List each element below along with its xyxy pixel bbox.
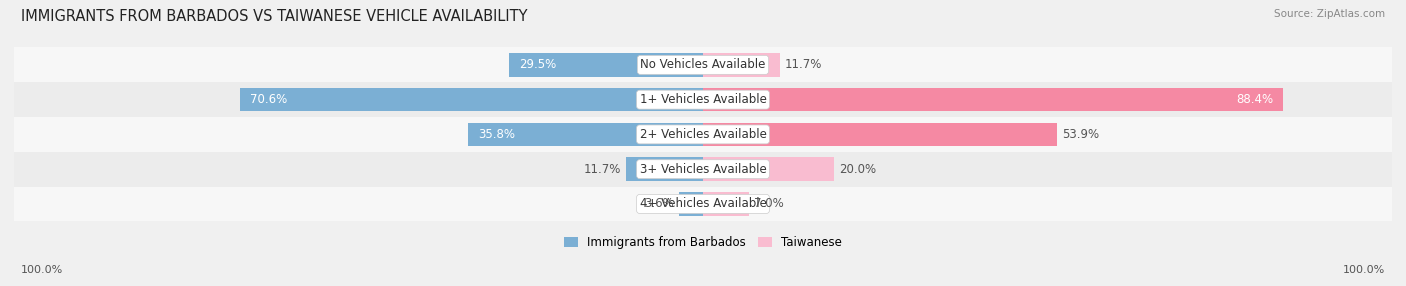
Text: 11.7%: 11.7% — [785, 58, 823, 72]
Bar — [14, 82, 1392, 117]
Text: 100.0%: 100.0% — [1343, 265, 1385, 275]
Text: 2+ Vehicles Available: 2+ Vehicles Available — [640, 128, 766, 141]
Text: 3+ Vehicles Available: 3+ Vehicles Available — [640, 163, 766, 176]
Bar — [240, 88, 703, 112]
Text: 4+ Vehicles Available: 4+ Vehicles Available — [640, 197, 766, 210]
Text: 7.0%: 7.0% — [754, 197, 785, 210]
Bar — [14, 152, 1392, 186]
Text: 35.8%: 35.8% — [478, 128, 515, 141]
Bar — [468, 123, 703, 146]
Text: 53.9%: 53.9% — [1062, 128, 1099, 141]
Text: 1+ Vehicles Available: 1+ Vehicles Available — [640, 93, 766, 106]
Text: IMMIGRANTS FROM BARBADOS VS TAIWANESE VEHICLE AVAILABILITY: IMMIGRANTS FROM BARBADOS VS TAIWANESE VE… — [21, 9, 527, 23]
Text: No Vehicles Available: No Vehicles Available — [640, 58, 766, 72]
Text: 20.0%: 20.0% — [839, 163, 876, 176]
Text: Source: ZipAtlas.com: Source: ZipAtlas.com — [1274, 9, 1385, 19]
Bar — [14, 186, 1392, 221]
Bar — [703, 192, 749, 216]
Bar — [14, 47, 1392, 82]
Legend: Immigrants from Barbados, Taiwanese: Immigrants from Barbados, Taiwanese — [564, 236, 842, 249]
Bar — [626, 157, 703, 181]
Text: 11.7%: 11.7% — [583, 163, 621, 176]
Bar — [14, 117, 1392, 152]
Bar — [703, 53, 780, 77]
Text: 29.5%: 29.5% — [519, 58, 557, 72]
Text: 3.6%: 3.6% — [644, 197, 673, 210]
Text: 88.4%: 88.4% — [1236, 93, 1274, 106]
Text: 70.6%: 70.6% — [250, 93, 287, 106]
Bar — [703, 123, 1057, 146]
Bar — [703, 88, 1284, 112]
Bar — [679, 192, 703, 216]
Bar — [509, 53, 703, 77]
Text: 100.0%: 100.0% — [21, 265, 63, 275]
Bar — [703, 157, 834, 181]
